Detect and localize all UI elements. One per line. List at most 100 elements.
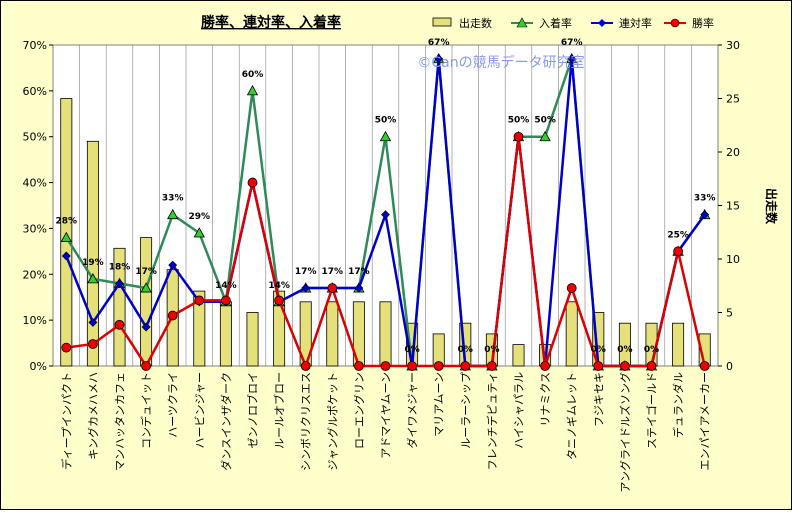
bar-出走数 [326, 301, 339, 367]
x-tick-label: ルールオブロー [272, 372, 286, 449]
marker-勝率 [167, 310, 178, 321]
marker-連対率 [141, 322, 151, 332]
y-tick-label: 10% [23, 314, 47, 327]
marker-勝率 [194, 295, 205, 306]
marker-勝率 [620, 361, 630, 371]
legend-label: 連対率 [619, 16, 652, 30]
data-label: 33% [162, 194, 184, 204]
data-label: 25% [667, 230, 689, 240]
marker-連対率 [301, 283, 311, 293]
chart-title: 勝率、連対率、入着率 [201, 14, 341, 31]
bar-出走数 [512, 344, 525, 367]
x-tick-label: リナミクス [539, 372, 552, 427]
marker-勝率 [566, 283, 577, 293]
legend-marker [670, 18, 680, 28]
data-label: 0% [484, 345, 499, 355]
y2-tick-label: 15 [726, 200, 740, 213]
y-tick-label: 60% [23, 85, 47, 98]
marker-連対率 [354, 283, 364, 293]
x-tick-label: ローエングリン [352, 372, 366, 449]
y-tick-label: 30% [23, 222, 47, 235]
marker-連対率 [168, 260, 178, 270]
y2-tick-label: 30 [726, 39, 740, 52]
y2-tick-label: 10 [726, 253, 740, 266]
data-label: 50% [375, 116, 397, 126]
x-tick-label: アングライドルズソング [618, 372, 632, 493]
marker-勝率 [380, 361, 391, 371]
marker-連対率 [567, 54, 577, 64]
marker-入着率 [246, 85, 259, 96]
marker-勝率 [699, 361, 710, 371]
data-label: 0% [458, 345, 473, 355]
data-label: 14% [268, 281, 290, 291]
marker-入着率 [539, 130, 551, 142]
marker-勝率 [220, 295, 231, 306]
y-tick-label: 40% [23, 177, 47, 190]
data-label: 17% [348, 267, 370, 277]
y-tick-label: 50% [23, 131, 47, 144]
bar-出走数 [273, 290, 286, 367]
x-tick-label: マンハッタンカフェ [114, 372, 127, 471]
data-label: 19% [82, 258, 104, 268]
marker-勝率 [141, 361, 152, 371]
x-tick-label: デュランダル [671, 372, 685, 438]
legend-marker [598, 19, 606, 27]
bar-出走数 [246, 312, 259, 367]
marker-勝率 [593, 361, 604, 371]
data-label: 0% [591, 345, 606, 355]
x-tick-label: ハーツクライ [167, 372, 180, 438]
data-label: 0% [404, 345, 419, 355]
marker-連対率 [700, 210, 710, 220]
axes-group: 0% 10% 20% 30% 40% 50% 60% 70% 0 5 10 15 20 25 30 出走数ディ… [23, 39, 779, 493]
marker-勝率 [540, 361, 550, 371]
marker-勝率 [88, 339, 98, 349]
x-tick-label: アドマイヤムーン [380, 372, 393, 459]
marker-勝率 [327, 283, 338, 293]
marker-入着率 [87, 273, 99, 284]
data-label: 60% [242, 70, 264, 80]
y2-axis-label: 出走数 [764, 188, 779, 225]
marker-入着率 [167, 208, 179, 220]
y2-tick-label: 20 [726, 146, 740, 159]
x-tick-label: ジャングルポケット [325, 372, 339, 470]
marker-連対率 [434, 54, 444, 64]
x-tick-label: ゼンノロブロイ [246, 372, 260, 448]
data-label: 67% [428, 38, 450, 48]
x-tick-label: フレンチデピュティ [485, 372, 499, 470]
marker-勝率 [300, 361, 311, 371]
bar-出走数 [86, 140, 99, 367]
data-label: 67% [561, 38, 583, 48]
x-tick-label: タニノギムレット [566, 372, 579, 460]
y-tick-label: 20% [23, 268, 47, 281]
data-label: 14% [215, 281, 237, 291]
legend-label: 勝率 [692, 16, 714, 30]
bar-出走数 [379, 301, 392, 367]
y2-tick-label: 0 [726, 360, 733, 373]
bar-出走数 [140, 237, 153, 367]
data-label: 18% [109, 262, 131, 272]
legend: 出走数 入着率 連対率 勝率 [432, 16, 714, 30]
x-tick-label: ハービンジャー [193, 372, 206, 448]
data-label: 0% [617, 345, 632, 355]
bar-出走数 [219, 301, 232, 367]
x-tick-label: エンパイアメーカー [699, 372, 712, 470]
data-label: 17% [322, 267, 344, 277]
bar-出走数 [193, 290, 206, 367]
marker-入着率 [140, 282, 152, 293]
marker-勝率 [353, 361, 364, 371]
y2-tick-label: 5 [726, 307, 733, 320]
data-label: 33% [694, 194, 716, 204]
data-label: 29% [189, 212, 211, 222]
x-tick-label: コンデュイット [139, 372, 153, 449]
marker-勝率 [433, 361, 444, 371]
data-label: 17% [135, 267, 157, 277]
bar-出走数 [565, 301, 578, 367]
bar-出走数 [672, 322, 685, 367]
x-tick-label: ディープインパクト [59, 372, 73, 470]
legend-label: 出走数 [459, 16, 492, 30]
y-tick-label: 0% [30, 360, 47, 373]
marker-連対率 [115, 279, 124, 288]
data-labels-group: 28% 19% 18% 17% 33% 29% 14% 60% 14% 17% 17% 17% 50% 0… [56, 38, 716, 355]
data-label: 50% [508, 116, 530, 126]
